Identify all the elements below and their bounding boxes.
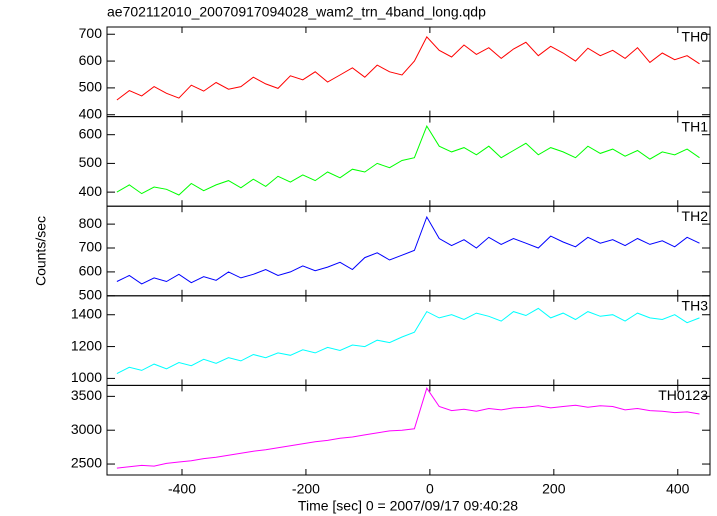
y-axis-label: Counts/sec [33, 216, 49, 286]
y-tick-label: 1200 [71, 337, 102, 353]
data-line [116, 36, 700, 101]
y-tick-label: 1400 [71, 305, 102, 321]
data-line [116, 215, 700, 285]
panel-frame [106, 295, 711, 386]
x-tick-label: 0 [426, 481, 434, 497]
y-tick-label: 600 [79, 263, 103, 279]
y-tick-label: 400 [79, 105, 103, 121]
y-tick-label: 800 [79, 215, 103, 231]
legend-label: TH2 [682, 208, 709, 224]
x-tick-label: -200 [292, 481, 320, 497]
y-tick-label: 2500 [71, 455, 102, 471]
data-line [116, 387, 700, 469]
panel-frame [106, 384, 711, 476]
legend-label: TH1 [682, 118, 709, 134]
y-tick-label: 600 [79, 52, 103, 68]
y-tick-label: 500 [79, 287, 103, 303]
x-tick-label: 200 [542, 481, 566, 497]
y-tick-label: 500 [79, 154, 103, 170]
x-tick-label: -400 [168, 481, 196, 497]
y-tick-label: 400 [79, 183, 103, 199]
y-tick-label: 3000 [71, 421, 102, 437]
legend-label: TH3 [682, 298, 709, 314]
panel-frame [106, 205, 711, 297]
y-tick-label: 3500 [71, 387, 102, 403]
panel-frame [106, 116, 711, 207]
legend-label: TH0 [682, 29, 709, 45]
legend-label: TH0123 [658, 387, 708, 403]
panel-frame [106, 26, 711, 118]
x-tick-label: 400 [666, 481, 690, 497]
x-axis-label: Time [sec] 0 = 2007/09/17 09:40:28 [298, 498, 518, 514]
y-tick-label: 500 [79, 79, 103, 95]
y-tick-label: 700 [79, 25, 103, 41]
y-tick-label: 600 [79, 125, 103, 141]
y-tick-label: 1000 [71, 369, 102, 385]
data-line [116, 307, 700, 375]
chart-title: ae702112010_20070917094028_wam2_trn_4ban… [107, 4, 486, 20]
y-tick-label: 700 [79, 239, 103, 255]
data-line [116, 124, 700, 196]
